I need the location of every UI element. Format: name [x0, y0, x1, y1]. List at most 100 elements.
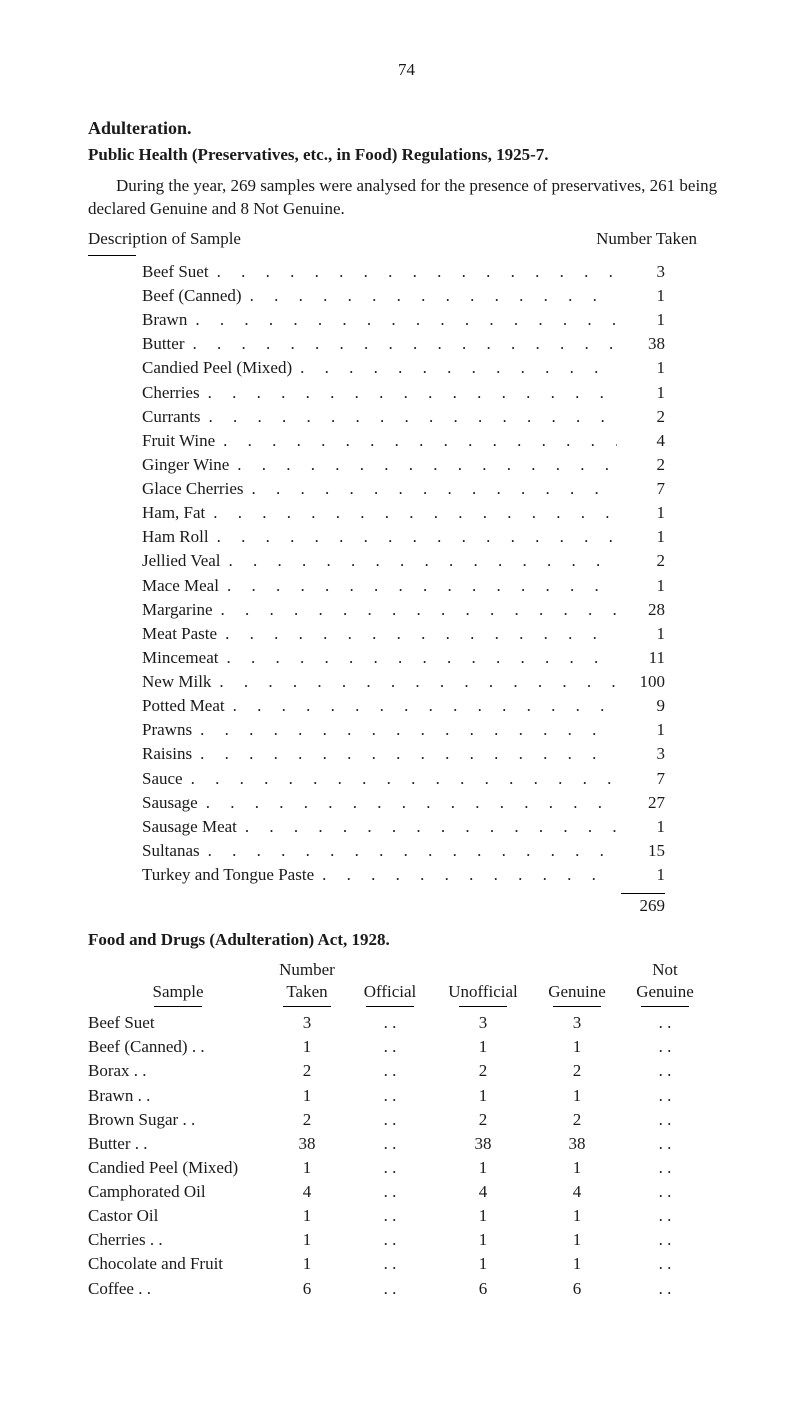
unofficial-cell: 38: [434, 1132, 532, 1156]
description-label: Description of Sample: [88, 229, 241, 249]
hdr-official: Official: [346, 982, 434, 1002]
table-row: Cherries . .1. .11. .: [88, 1228, 725, 1252]
sample-cell: Cherries . .: [88, 1228, 268, 1252]
taken-cell: 1: [268, 1035, 346, 1059]
list-item-value: 3: [617, 260, 725, 284]
list-item-label: Cherries: [142, 381, 200, 405]
list-item-value: 1: [617, 718, 725, 742]
sample-cell: Camphorated Oil: [88, 1180, 268, 1204]
leader-dots: . . . . . . . . . . . . . . . . . . . . …: [229, 453, 617, 477]
t2-header-rules: [88, 1004, 725, 1011]
sample-cell: Brown Sugar . .: [88, 1108, 268, 1132]
list-row: Candied Peel (Mixed). . . . . . . . . . …: [88, 356, 725, 380]
table-row: Brown Sugar . .2. .22. .: [88, 1108, 725, 1132]
list-item-label: Currants: [142, 405, 201, 429]
list-row: Mace Meal. . . . . . . . . . . . . . . .…: [88, 574, 725, 598]
not-genuine-cell: . .: [622, 1156, 708, 1180]
list-row: Sausage. . . . . . . . . . . . . . . . .…: [88, 791, 725, 815]
intro-paragraph: During the year, 269 samples were analys…: [88, 175, 725, 221]
preservatives-list: Beef Suet. . . . . . . . . . . . . . . .…: [88, 260, 725, 887]
not-genuine-cell: . .: [622, 1180, 708, 1204]
list-row: Margarine. . . . . . . . . . . . . . . .…: [88, 598, 725, 622]
table-row: Beef (Canned) . .1. .11. .: [88, 1035, 725, 1059]
leader-dots: . . . . . . . . . . . . . . . . . . . . …: [209, 260, 617, 284]
table-row: Castor Oil1. .11. .: [88, 1204, 725, 1228]
list-item-value: 1: [617, 815, 725, 839]
hdr-sample: Sample: [88, 982, 268, 1002]
list-row: Cherries. . . . . . . . . . . . . . . . …: [88, 381, 725, 405]
leader-dots: . . . . . . . . . . . . . . . . . . . . …: [205, 501, 617, 525]
not-genuine-cell: . .: [622, 1108, 708, 1132]
not-genuine-cell: . .: [622, 1252, 708, 1276]
list-item-label: Butter: [142, 332, 185, 356]
unofficial-cell: 1: [434, 1252, 532, 1276]
list-item-label: Ham Roll: [142, 525, 209, 549]
list-row: Butter. . . . . . . . . . . . . . . . . …: [88, 332, 725, 356]
leader-dots: . . . . . . . . . . . . . . . . . . . . …: [237, 815, 617, 839]
leader-dots: . . . . . . . . . . . . . . . . . . . . …: [215, 429, 617, 453]
leader-dots: . . . . . . . . . . . . . . . . . . . . …: [187, 308, 617, 332]
not-genuine-cell: . .: [622, 1277, 708, 1301]
list-item-value: 4: [617, 429, 725, 453]
leader-dots: . . . . . . . . . . . . . . . . . . . . …: [217, 622, 617, 646]
sample-cell: Beef (Canned) . .: [88, 1035, 268, 1059]
list-item-label: Glace Cherries: [142, 477, 243, 501]
not-genuine-cell: . .: [622, 1059, 708, 1083]
leader-dots: . . . . . . . . . . . . . . . . . . . . …: [200, 381, 617, 405]
page-number: 74: [88, 60, 725, 80]
table-row: Chocolate and Fruit1. .11. .: [88, 1252, 725, 1276]
list-item-label: Beef (Canned): [142, 284, 242, 308]
list-item-label: Brawn: [142, 308, 187, 332]
number-taken-label: Number Taken: [596, 229, 725, 249]
list-item-label: Candied Peel (Mixed): [142, 356, 292, 380]
list-row: Jellied Veal. . . . . . . . . . . . . . …: [88, 549, 725, 573]
food-drugs-table: Number Not Sample Taken Official Unoffic…: [88, 960, 725, 1301]
taken-cell: 1: [268, 1204, 346, 1228]
leader-dots: . . . . . . . . . . . . . . . . . . . . …: [242, 284, 617, 308]
list-item-value: 15: [617, 839, 725, 863]
leader-dots: . . . . . . . . . . . . . . . . . . . . …: [218, 646, 617, 670]
hdr-unofficial: Unofficial: [434, 982, 532, 1002]
hdr-number: Number: [268, 960, 346, 980]
genuine-cell: 2: [532, 1108, 622, 1132]
list-row: Sultanas. . . . . . . . . . . . . . . . …: [88, 839, 725, 863]
sample-cell: Beef Suet: [88, 1011, 268, 1035]
genuine-cell: 1: [532, 1228, 622, 1252]
table-row: Camphorated Oil4. .44. .: [88, 1180, 725, 1204]
list-item-value: 1: [617, 356, 725, 380]
unofficial-cell: 1: [434, 1228, 532, 1252]
list-item-value: 1: [617, 308, 725, 332]
official-cell: . .: [346, 1228, 434, 1252]
official-cell: . .: [346, 1277, 434, 1301]
official-cell: . .: [346, 1180, 434, 1204]
leader-dots: . . . . . . . . . . . . . . . . . . . . …: [192, 718, 617, 742]
list-item-label: New Milk: [142, 670, 211, 694]
list-row: Meat Paste. . . . . . . . . . . . . . . …: [88, 622, 725, 646]
list-row: Ginger Wine. . . . . . . . . . . . . . .…: [88, 453, 725, 477]
list-item-value: 1: [617, 622, 725, 646]
subheading-food-drugs: Food and Drugs (Adulteration) Act, 1928.: [88, 930, 725, 950]
taken-cell: 2: [268, 1059, 346, 1083]
list-row: Beef (Canned). . . . . . . . . . . . . .…: [88, 284, 725, 308]
table-row: Butter . .38. .3838. .: [88, 1132, 725, 1156]
leader-dots: . . . . . . . . . . . . . . . . . . . . …: [183, 767, 617, 791]
list-item-value: 1: [617, 284, 725, 308]
list-item-label: Raisins: [142, 742, 192, 766]
genuine-cell: 2: [532, 1059, 622, 1083]
list-row: Sauce. . . . . . . . . . . . . . . . . .…: [88, 767, 725, 791]
list-row: Ham Roll. . . . . . . . . . . . . . . . …: [88, 525, 725, 549]
list-row: Turkey and Tongue Paste. . . . . . . . .…: [88, 863, 725, 887]
not-genuine-cell: . .: [622, 1132, 708, 1156]
list-item-value: 2: [617, 549, 725, 573]
leader-dots: . . . . . . . . . . . . . . . . . . . . …: [211, 670, 617, 694]
list-item-value: 1: [617, 381, 725, 405]
taken-cell: 3: [268, 1011, 346, 1035]
genuine-cell: 1: [532, 1084, 622, 1108]
unofficial-cell: 2: [434, 1108, 532, 1132]
list-item-value: 1: [617, 863, 725, 887]
unofficial-cell: 4: [434, 1180, 532, 1204]
genuine-cell: 3: [532, 1011, 622, 1035]
official-cell: . .: [346, 1084, 434, 1108]
taken-cell: 38: [268, 1132, 346, 1156]
table-row: Candied Peel (Mixed)1. .11. .: [88, 1156, 725, 1180]
